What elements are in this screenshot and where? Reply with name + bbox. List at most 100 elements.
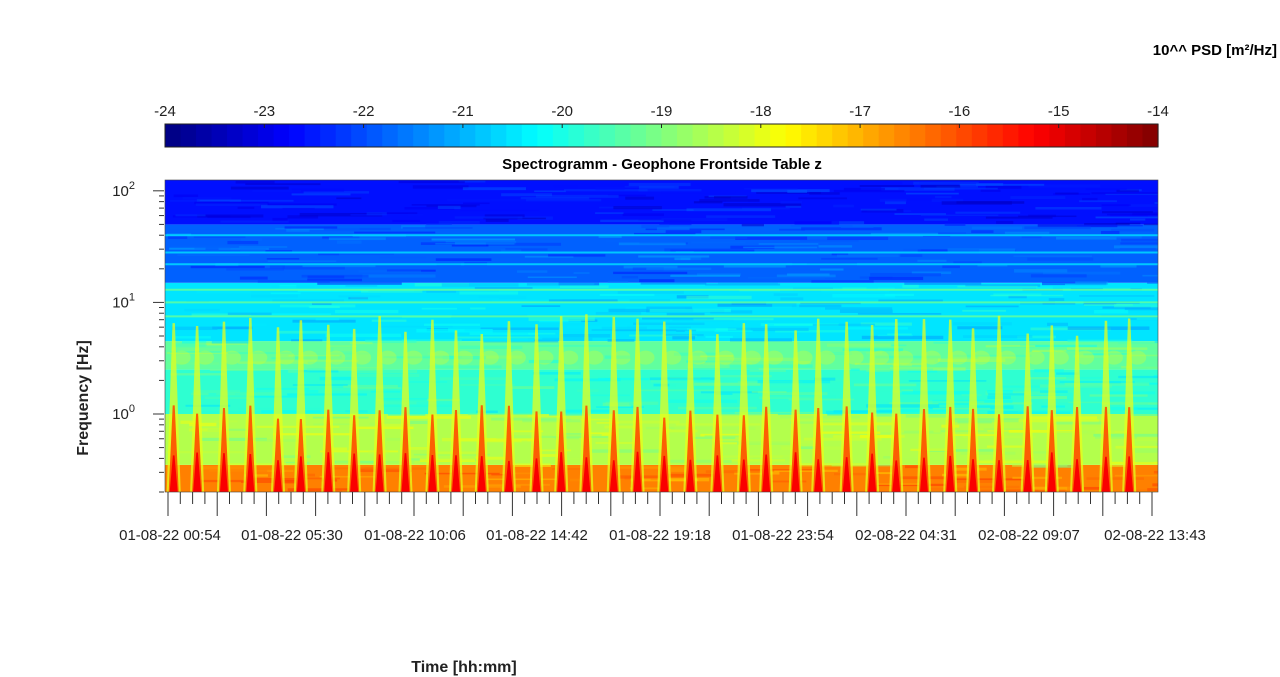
texture-streak <box>598 377 649 381</box>
texture-streak <box>171 326 218 331</box>
texture-streak <box>953 261 982 264</box>
colorbar-ticks: -24 -23 -22 -21 -20 -19 -18 -17 -16 -15 -14 <box>154 103 1169 128</box>
texture-streak <box>1067 339 1133 343</box>
texture-streak <box>601 326 647 330</box>
texture-streak <box>590 432 617 436</box>
texture-streak <box>328 237 386 241</box>
texture-streak <box>857 312 942 315</box>
texture-streak <box>628 182 691 187</box>
texture-streak <box>326 387 375 391</box>
x-axis: 01-08-22 00:54 01-08-22 05:30 01-08-22 10:… <box>119 492 1206 544</box>
texture-streak <box>193 236 246 239</box>
colorbar-tick-label: -16 <box>949 103 971 120</box>
colorbar-segment <box>537 124 554 147</box>
texture-streak <box>911 271 952 275</box>
texture-streak <box>188 428 225 432</box>
texture-streak <box>318 253 340 256</box>
colorbar: -24 -23 -22 -21 -20 -19 -18 -17 -16 -15 -14 <box>154 103 1169 148</box>
texture-streak <box>811 280 874 283</box>
texture-streak <box>526 282 595 286</box>
texture-streak <box>705 335 733 338</box>
texture-streak <box>177 347 225 352</box>
texture-streak <box>717 356 764 358</box>
texture-streak <box>1079 295 1155 297</box>
texture-streak <box>206 343 224 346</box>
texture-streak <box>252 190 302 192</box>
texture-streak <box>413 355 432 358</box>
texture-streak <box>741 440 817 444</box>
colorbar-segment <box>770 124 787 147</box>
texture-streak <box>672 336 696 340</box>
texture-streak <box>800 446 817 450</box>
texture-streak <box>256 387 310 390</box>
texture-streak <box>1101 204 1131 207</box>
colorbar-segment <box>630 124 647 147</box>
colorbar-segment <box>258 124 275 147</box>
texture-streak <box>1100 464 1130 467</box>
chart-title: Spectrogramm - Geophone Frontside Table … <box>502 156 822 173</box>
x-tick-label: 01-08-22 23:54 <box>732 527 834 544</box>
texture-streak <box>173 194 199 198</box>
texture-streak <box>941 201 1012 205</box>
texture-streak <box>410 420 428 425</box>
texture-streak <box>294 477 340 480</box>
colorbar-segment <box>987 124 1004 147</box>
texture-streak <box>381 404 453 407</box>
y-tick-label: 101 <box>112 291 135 311</box>
texture-streak <box>774 469 838 472</box>
texture-streak <box>599 293 655 296</box>
texture-streak <box>184 308 220 312</box>
texture-streak <box>426 290 457 293</box>
texture-streak <box>1095 216 1158 219</box>
event-spike <box>501 321 526 492</box>
texture-streak <box>719 459 786 462</box>
texture-streak <box>286 229 310 232</box>
texture-streak <box>596 421 620 424</box>
colorbar-segment <box>677 124 694 147</box>
texture-streak <box>892 363 912 367</box>
texture-streak <box>891 344 907 347</box>
texture-streak <box>999 385 1040 388</box>
texture-streak <box>220 220 289 223</box>
texture-streak <box>261 410 321 414</box>
texture-streak <box>673 352 719 356</box>
texture-streak <box>1152 483 1158 487</box>
texture-streak <box>282 266 345 270</box>
texture-streak <box>780 297 804 301</box>
texture-streak <box>1014 269 1068 273</box>
texture-streak <box>325 333 402 338</box>
colorbar-segment <box>692 124 709 147</box>
texture-streak <box>292 319 356 323</box>
texture-streak <box>190 265 265 269</box>
texture-streak <box>794 221 840 225</box>
texture-streak <box>818 245 853 248</box>
texture-streak <box>531 376 606 379</box>
event-spike <box>916 318 941 492</box>
texture-streak <box>426 223 452 225</box>
texture-streak <box>194 247 231 250</box>
texture-streak <box>175 214 206 217</box>
event-spike <box>943 319 968 492</box>
texture-streak <box>779 228 805 231</box>
texture-streak <box>971 460 1051 464</box>
colorbar-segment <box>165 124 182 147</box>
colorbar-segment <box>273 124 290 147</box>
texture-streak <box>189 422 217 427</box>
texture-streak <box>196 290 251 294</box>
texture-streak <box>859 434 899 439</box>
texture-streak <box>1105 193 1158 196</box>
texture-streak <box>1154 201 1158 204</box>
texture-streak <box>182 197 232 200</box>
texture-streak <box>634 389 715 392</box>
event-spike <box>190 326 215 492</box>
colorbar-segment <box>863 124 880 147</box>
texture-streak <box>639 279 675 283</box>
texture-streak <box>319 376 355 381</box>
texture-streak <box>502 472 543 475</box>
texture-streak <box>1008 429 1078 433</box>
texture-streak <box>1130 412 1158 416</box>
texture-streak <box>486 478 558 481</box>
texture-streak <box>1075 281 1109 285</box>
colorbar-segment <box>1111 124 1128 147</box>
event-spike <box>1044 325 1069 492</box>
